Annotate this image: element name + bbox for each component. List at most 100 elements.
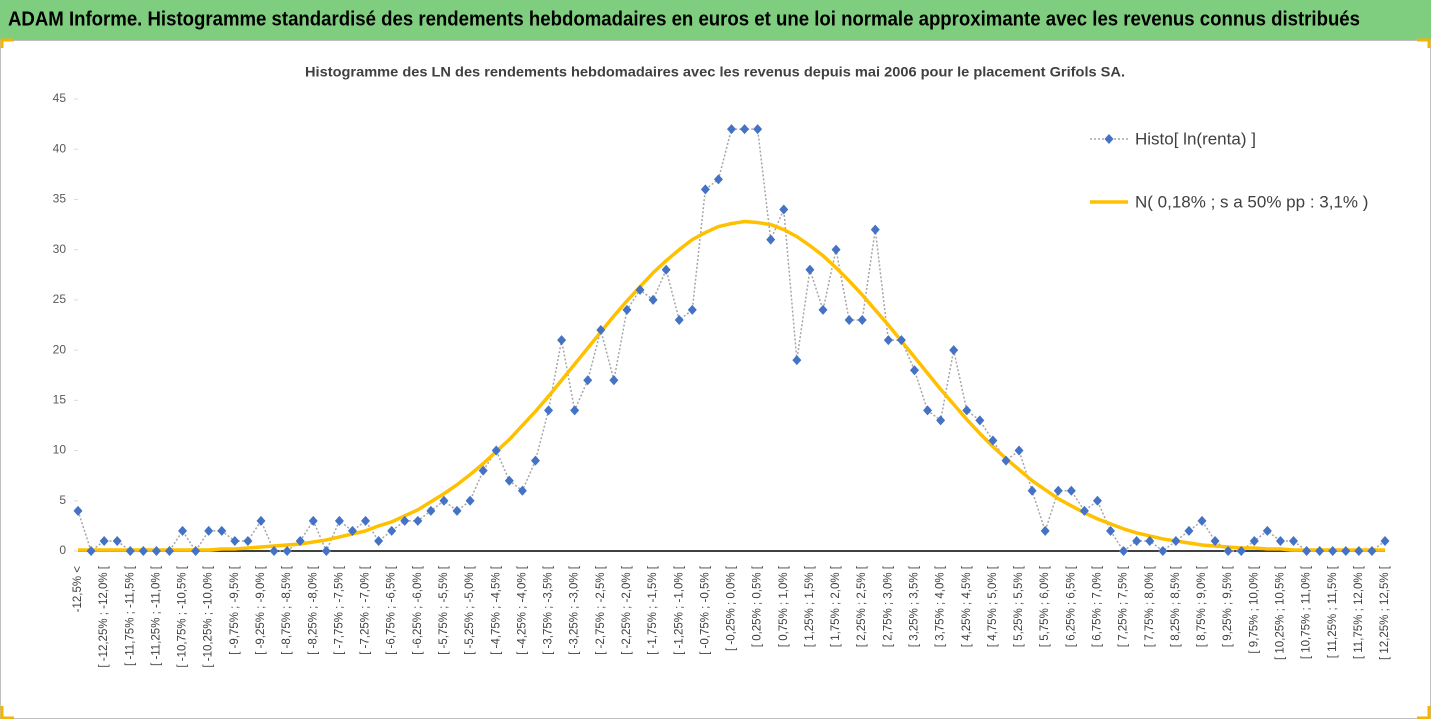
histo-marker — [949, 345, 959, 356]
x-tick-label: [ 5,25% ; 5,5% [ — [1013, 565, 1025, 647]
histo-marker — [857, 314, 867, 325]
x-tick-label: [ -9,25% ; -9,0% [ — [255, 565, 267, 655]
y-tick-label: 5 — [59, 493, 66, 507]
histo-marker — [1014, 445, 1024, 456]
y-tick-label: 45 — [53, 91, 67, 105]
header-bar — [0, 0, 1431, 40]
x-tick-label: [ -10,75% ; -10,5% [ — [177, 565, 189, 667]
x-tick-label: [ 2,75% ; 3,0% [ — [882, 565, 894, 647]
histo-marker — [1380, 535, 1390, 546]
histo-marker — [1119, 546, 1129, 556]
x-tick-label: [ 7,75% ; 8,0% [ — [1144, 565, 1156, 647]
legend-box — [1060, 108, 1385, 236]
x-tick-label: [ -8,75% ; -8,5% [ — [281, 565, 293, 655]
histo-marker — [530, 455, 540, 466]
legend-label: N( 0,18% ; s a 50% pp : 3,1% ) — [1135, 192, 1368, 211]
histo-marker — [557, 335, 567, 346]
x-tick-label: [ 11,25% ; 11,5% [ — [1327, 565, 1339, 658]
x-tick-label: [ -0,25% ; 0,0% [ — [726, 565, 738, 651]
histo-marker — [1158, 546, 1168, 556]
histo-marker — [517, 485, 527, 496]
histo-marker — [1236, 546, 1246, 556]
histo-marker — [439, 495, 449, 506]
y-tick-label: 25 — [53, 292, 67, 306]
histo-marker — [164, 546, 174, 556]
x-tick-label: [ -4,25% ; -4,0% [ — [516, 565, 528, 655]
histo-marker — [1066, 485, 1076, 496]
x-tick-label: [ 2,25% ; 2,5% [ — [856, 565, 868, 647]
x-tick-label: [ 4,75% ; 5,0% [ — [987, 565, 999, 647]
histo-marker — [334, 515, 344, 526]
x-tick-label: [ 7,25% ; 7,5% [ — [1118, 565, 1130, 647]
histo-marker — [570, 405, 580, 416]
histo-marker — [1249, 535, 1259, 546]
histo-marker — [491, 445, 501, 456]
x-tick-label: [ 3,75% ; 4,0% [ — [935, 565, 947, 647]
y-tick-label: 0 — [59, 543, 66, 557]
histo-marker — [870, 224, 880, 235]
histo-marker — [923, 405, 933, 416]
x-tick-label: [ -4,75% ; -4,5% [ — [490, 565, 502, 655]
histo-marker — [648, 294, 658, 305]
histo-marker — [896, 335, 906, 346]
histo-marker — [230, 535, 240, 546]
histo-marker — [217, 525, 227, 536]
histo-marker — [1354, 546, 1364, 556]
histo-marker — [1027, 485, 1037, 496]
x-tick-label: [ 9,75% ; 10,0% [ — [1248, 565, 1260, 653]
histo-marker — [374, 535, 384, 546]
x-tick-label: [ -1,75% ; -1,5% [ — [647, 565, 659, 655]
histo-marker — [138, 546, 148, 556]
y-tick-label: 30 — [53, 242, 67, 256]
histo-marker — [583, 375, 593, 386]
x-tick-label: [ -1,25% ; -1,0% [ — [673, 565, 685, 655]
histo-marker — [1367, 546, 1377, 556]
histo-marker — [1341, 546, 1351, 556]
histo-marker — [1223, 546, 1233, 556]
histo-marker — [1001, 455, 1011, 466]
histo-marker — [792, 355, 802, 366]
histo-marker — [73, 505, 83, 516]
histo-marker — [321, 546, 331, 556]
histo-marker — [844, 314, 854, 325]
x-tick-label: [ 1,75% ; 2,0% [ — [830, 565, 842, 647]
x-tick-label: [ -11,25% ; -11,0% [ — [150, 565, 162, 666]
x-tick-label: [ 12,25% ; 12,5% [ — [1379, 565, 1391, 660]
histo-marker — [988, 435, 998, 446]
histo-marker — [661, 264, 671, 275]
y-tick-label: 35 — [53, 192, 67, 206]
histo-marker — [191, 546, 201, 556]
histo-marker — [478, 465, 488, 476]
histo-marker — [1145, 535, 1155, 546]
frame-corners — [0, 38, 1431, 719]
x-tick-label: [ 0,75% ; 1,0% [ — [778, 565, 790, 647]
x-tick-label: [ -3,75% ; -3,5% [ — [543, 565, 555, 655]
histo-marker — [1289, 535, 1299, 546]
histo-marker — [753, 124, 763, 135]
header-title: ADAM Informe. Histogramme standardisé de… — [8, 8, 1360, 30]
x-tick-label: [ 10,25% ; 10,5% [ — [1274, 565, 1286, 660]
x-tick-label: [ -2,25% ; -2,0% [ — [621, 565, 633, 655]
histo-marker — [269, 546, 279, 556]
x-tick-label: [ 6,25% ; 6,5% [ — [1065, 565, 1077, 647]
histo-marker — [178, 525, 188, 536]
histo-marker — [609, 375, 619, 386]
y-tick-label: 10 — [53, 443, 67, 457]
histo-marker — [1171, 535, 1181, 546]
legend-marker — [1104, 134, 1114, 144]
histo-marker — [204, 525, 214, 536]
x-tick-label: [ 8,75% ; 9,0% [ — [1196, 565, 1208, 647]
histo-marker — [504, 475, 514, 486]
histo-marker — [400, 515, 410, 526]
histo-marker — [465, 495, 475, 506]
x-tick-label: [ 4,25% ; 4,5% [ — [961, 565, 973, 647]
histo-marker — [975, 415, 985, 426]
x-tick-label: [ 10,75% ; 11,0% [ — [1301, 565, 1313, 659]
histo-marker — [387, 525, 397, 536]
histo-marker — [1053, 485, 1063, 496]
histo-marker — [779, 204, 789, 215]
x-tick-label: [ -0,75% ; -0,5% [ — [699, 565, 711, 655]
x-tick-label: -12,5% < — [72, 566, 84, 613]
chart-title: Histogramme des LN des rendements hebdom… — [305, 64, 1125, 80]
